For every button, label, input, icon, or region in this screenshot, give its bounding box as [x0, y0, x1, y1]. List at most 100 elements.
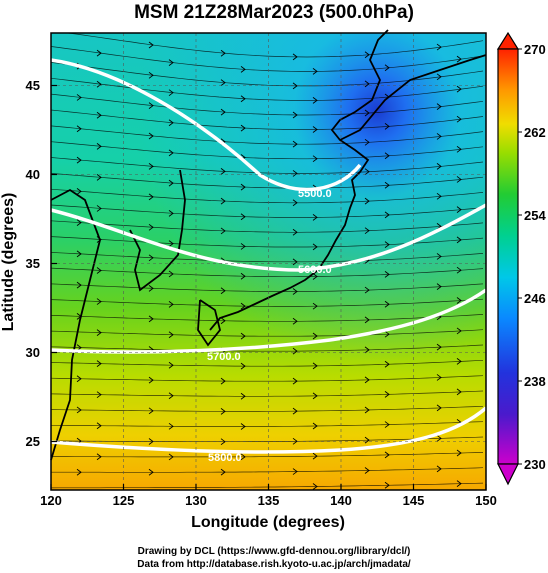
colorbar: 270 262 254 246 238 230 [496, 31, 546, 486]
contour-label-5500: 5500.0 [298, 188, 332, 200]
wind-arrow [456, 266, 462, 274]
wind-arrow [292, 258, 298, 266]
wind-arrow [168, 361, 174, 369]
wind-arrow [456, 297, 462, 304]
wind-arrow [220, 168, 226, 175]
wind-arrow [312, 243, 318, 251]
wind-arrow [168, 300, 174, 308]
wind-arrow [96, 205, 102, 212]
wind-arrow [292, 140, 298, 148]
y-tick-label: 35 [26, 256, 40, 271]
wind-arrow [148, 284, 154, 292]
wind-arrow [96, 298, 102, 305]
wind-arrow [312, 155, 318, 163]
wind-arrow [384, 300, 390, 308]
wind-arrow [292, 111, 298, 119]
wind-arrow [384, 181, 390, 189]
wind-arrow [456, 388, 462, 396]
wind-arrow [456, 85, 462, 93]
wind-arrow [436, 73, 442, 81]
wind-arrow [148, 41, 154, 49]
geopotential-contours [50, 58, 488, 454]
wind-arrow [76, 94, 82, 101]
x-tick-label: 125 [113, 493, 135, 508]
coastline-kyushu [197, 299, 221, 347]
wind-arrow [436, 374, 442, 381]
streamline [51, 452, 484, 458]
wind-arrow [240, 302, 246, 310]
wind-arrow [240, 95, 246, 103]
wind-arrow [384, 451, 390, 459]
y-tick-label: 45 [26, 78, 40, 93]
wind-arrow [384, 64, 390, 72]
streamline [50, 125, 484, 145]
wind-arrow [384, 152, 390, 160]
wind-arrow [168, 179, 174, 187]
contour-label-5600: 5600.0 [298, 264, 332, 276]
wind-arrow [384, 390, 390, 398]
colorbar-gradient [497, 48, 519, 465]
wind-arrow [456, 236, 462, 244]
colorbar-top-triangle [496, 31, 520, 50]
wind-arrow [220, 197, 226, 205]
wind-arrow [436, 343, 442, 351]
wind-arrow [76, 188, 82, 195]
wind-arrow [384, 330, 390, 338]
wind-arrow [148, 468, 154, 476]
streamline [50, 405, 484, 412]
wind-arrow [148, 163, 154, 170]
wind-arrow [384, 360, 390, 368]
wind-arrow [436, 43, 442, 51]
contour-5600 [50, 203, 487, 272]
streamline [50, 344, 484, 352]
wind-arrow [384, 481, 390, 489]
streamline [50, 375, 484, 382]
wind-arrow [456, 115, 462, 123]
wind-arrow [436, 162, 442, 170]
wind-arrow [384, 241, 390, 248]
colorbar-bottom-triangle [497, 463, 519, 486]
wind-arrow [148, 71, 154, 79]
wind-arrow [96, 142, 102, 150]
wind-arrow [220, 408, 226, 415]
wind-arrow [240, 392, 246, 400]
wind-arrow [240, 272, 246, 280]
coastline-china [50, 188, 101, 461]
contour-label-5800: 5800.0 [208, 452, 242, 464]
streamline [51, 32, 484, 58]
y-tick-label: 25 [26, 434, 40, 449]
wind-arrow [96, 329, 102, 336]
wind-arrow [292, 468, 298, 475]
wind-arrow [240, 124, 246, 132]
wind-arrow [456, 358, 462, 365]
wind-arrow [168, 89, 174, 97]
coastline-korea [129, 169, 186, 292]
wind-arrow [364, 168, 370, 176]
wind-arrow [168, 270, 174, 278]
wind-arrow [364, 467, 370, 474]
wind-arrow [364, 138, 370, 146]
wind-arrow [292, 347, 298, 355]
wind-arrow [312, 392, 318, 400]
wind-arrow [312, 332, 318, 340]
wind-arrow [76, 406, 82, 414]
y-tick-label: 30 [26, 345, 40, 360]
wind-arrow [168, 59, 174, 66]
wind-arrow [220, 287, 226, 295]
wind-arrow [76, 375, 82, 383]
wind-arrow [312, 126, 318, 133]
wind-arrow [96, 391, 102, 399]
wind-arrow [384, 211, 390, 219]
wind-arrow [96, 49, 102, 57]
wind-arrow [96, 360, 102, 368]
streamline [50, 283, 484, 292]
x-axis: 120 125 130 135 140 145 150 Longitude (d… [40, 484, 497, 531]
wind-arrow [168, 331, 174, 339]
y-axis-label: Latitude (degrees) [0, 193, 17, 332]
wind-arrow [436, 404, 442, 412]
wind-arrow [436, 192, 442, 200]
streamline [50, 157, 484, 174]
wind-arrow [456, 176, 462, 183]
wind-arrow [148, 223, 154, 231]
wind-arrow [364, 197, 370, 205]
